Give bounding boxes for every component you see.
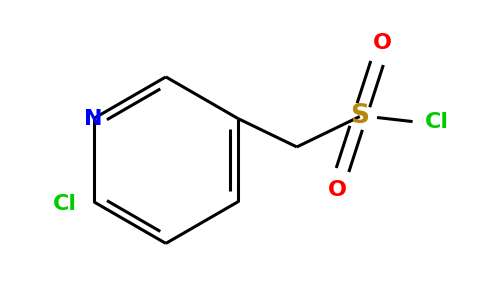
Text: N: N [85, 109, 103, 128]
Text: S: S [350, 103, 369, 130]
Text: Cl: Cl [425, 112, 449, 132]
Text: O: O [328, 180, 347, 200]
Text: Cl: Cl [53, 194, 77, 214]
Text: O: O [373, 33, 392, 53]
